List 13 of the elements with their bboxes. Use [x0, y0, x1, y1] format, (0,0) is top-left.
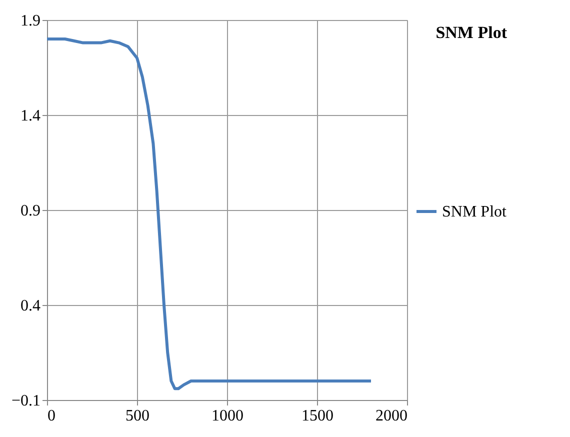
text: SNM Plot: [436, 23, 508, 42]
line-series: [46, 38, 372, 390]
x-tick-label: 0: [48, 408, 56, 424]
x-tick-label: 500: [126, 408, 150, 424]
x-tick-label: 1000: [212, 408, 244, 424]
y-tick-label: −0.1: [11, 392, 40, 410]
y-tick-label: 0.4: [20, 298, 40, 314]
x-tick-label: 1500: [302, 408, 334, 424]
y-tick-label: 0.9: [20, 202, 40, 220]
y-tick-label: 1.9: [20, 12, 40, 30]
y-tick-label: 1.4: [20, 108, 40, 124]
legend-label: SNM Plot: [442, 204, 508, 220]
x-tick-label: 2000: [376, 408, 408, 424]
